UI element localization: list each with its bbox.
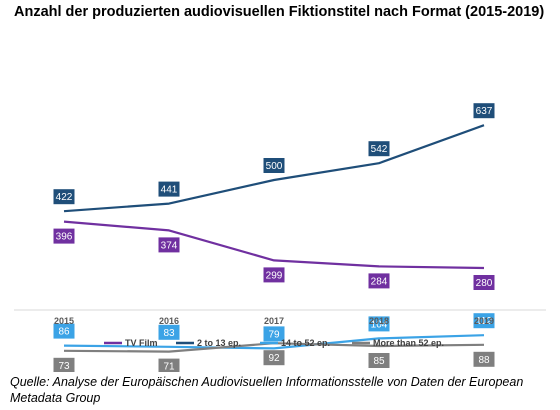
data-label-box: [368, 273, 390, 289]
data-label-box: [263, 326, 285, 342]
data-label-text: 79: [268, 329, 280, 340]
data-label-box: [263, 350, 285, 366]
data-label-14-to-52-ep-2016: 83: [158, 324, 180, 340]
data-label-text: 396: [56, 232, 73, 243]
data-label-box: [263, 158, 285, 173]
legend-item-2-to-13-ep: 2 to 13 ep.: [176, 338, 241, 348]
data-label-text: 112: [476, 316, 492, 327]
data-label-tv-film-2015: 396: [53, 228, 75, 244]
legend-label: 14 to 52 ep.: [281, 338, 330, 348]
data-label-text: 299: [266, 270, 283, 281]
x-tick-label: 2018: [369, 316, 389, 326]
data-label-text: 280: [476, 278, 493, 289]
legend-label: More than 52 ep.: [373, 338, 444, 348]
data-label-more-than-52-ep-2017: 92: [263, 350, 285, 366]
series-line-tv-film: [63, 220, 485, 270]
data-label-box: [473, 275, 495, 290]
line-chart: 396 374 299 284 280 422 441 500 542 637 86 83 79 104 1…: [14, 103, 546, 372]
data-label-box: [53, 357, 75, 372]
data-label-text: 85: [373, 356, 385, 367]
data-label-more-than-52-ep-2015: 73: [53, 357, 75, 372]
data-label-14-to-52-ep-2018: 104: [368, 316, 390, 332]
data-label-box: [158, 324, 180, 340]
data-label-2-to-13-ep-2015: 422: [53, 189, 75, 205]
x-tick-labels: 2015 2016 2017 2018 2019: [54, 316, 494, 326]
data-label-text: 441: [161, 185, 178, 196]
data-label-text: 542: [371, 144, 388, 155]
data-label-more-than-52-ep-2019: 88: [473, 351, 495, 367]
legend-label: TV Film: [125, 338, 158, 348]
x-tick-label: 2019: [474, 316, 494, 326]
data-label-text: 88: [478, 355, 490, 366]
data-label-text: 86: [58, 327, 70, 338]
data-labels-layer: 396 374 299 284 280 422 441 500 542 637 86 83 79 104 1…: [53, 103, 495, 372]
data-label-2-to-13-ep-2019: 637: [473, 103, 495, 119]
legend-item-14-to-52-ep: 14 to 52 ep.: [260, 338, 330, 348]
data-label-box: [53, 323, 75, 339]
data-label-text: 637: [476, 106, 493, 117]
data-label-box: [473, 103, 495, 119]
data-label-box: [53, 189, 75, 205]
data-label-tv-film-2016: 374: [158, 237, 180, 253]
legend: TV Film 2 to 13 ep. 14 to 52 ep. More than …: [104, 338, 444, 348]
data-label-box: [368, 316, 390, 332]
data-label-box: [368, 141, 390, 157]
data-label-box: [158, 358, 180, 372]
legend-item-tv-film: TV Film: [104, 338, 158, 348]
data-label-text: 73: [58, 361, 70, 372]
series-line-14-to-52-ep: [63, 334, 485, 350]
data-label-2-to-13-ep-2017: 500: [263, 158, 285, 173]
data-label-text: 284: [371, 276, 388, 287]
data-label-text: 92: [268, 353, 280, 364]
data-label-text: 500: [266, 161, 283, 172]
data-label-14-to-52-ep-2015: 86: [53, 323, 75, 339]
data-label-box: [158, 181, 180, 197]
data-label-text: 104: [371, 319, 388, 330]
chart-title: Anzahl der produzierten audiovisuellen F…: [14, 4, 545, 20]
data-label-box: [263, 267, 285, 283]
data-label-14-to-52-ep-2019: 112: [473, 313, 495, 329]
legend-item-more-than-52-ep: More than 52 ep.: [352, 338, 444, 348]
data-label-tv-film-2019: 280: [473, 275, 495, 290]
data-label-more-than-52-ep-2018: 85: [368, 353, 390, 368]
data-label-text: 422: [56, 192, 73, 203]
data-label-2-to-13-ep-2018: 542: [368, 141, 390, 157]
data-label-text: 374: [161, 240, 178, 251]
data-label-tv-film-2017: 299: [263, 267, 285, 283]
data-label-2-to-13-ep-2016: 441: [158, 181, 180, 197]
data-label-box: [368, 353, 390, 368]
data-label-text: 71: [163, 362, 175, 372]
data-label-box: [53, 228, 75, 244]
x-tick-label: 2016: [159, 316, 179, 326]
source-note: Quelle: Analyse der Europäischen Audiovi…: [10, 375, 524, 405]
data-label-text: 83: [163, 328, 175, 339]
data-label-box: [473, 351, 495, 367]
data-label-box: [473, 313, 495, 329]
x-tick-label: 2017: [264, 316, 284, 326]
data-label-more-than-52-ep-2016: 71: [158, 358, 180, 372]
data-label-tv-film-2018: 284: [368, 273, 390, 289]
legend-label: 2 to 13 ep.: [197, 338, 241, 348]
series-line-2-to-13-ep: [63, 124, 485, 213]
data-label-box: [158, 237, 180, 253]
data-label-14-to-52-ep-2017: 79: [263, 326, 285, 342]
x-tick-label: 2015: [54, 316, 74, 326]
